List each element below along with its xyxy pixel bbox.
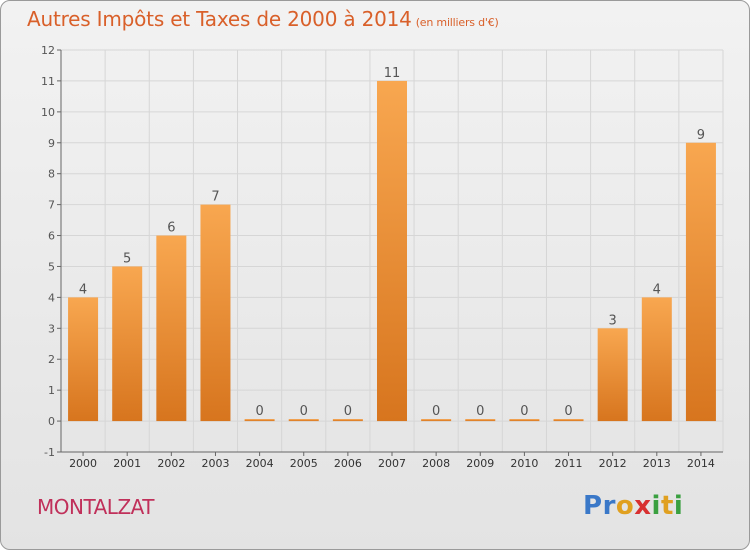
proxiti-logo: Proxiti bbox=[583, 491, 683, 521]
data-label: 5 bbox=[123, 251, 131, 266]
logo-letter: P bbox=[583, 491, 603, 521]
x-tick-label: 2004 bbox=[246, 457, 274, 470]
y-tick-label: -1 bbox=[44, 446, 55, 459]
data-label: 4 bbox=[653, 282, 661, 297]
data-label: 0 bbox=[520, 404, 528, 419]
x-tick-label: 2003 bbox=[201, 457, 229, 470]
x-tick-label: 2013 bbox=[643, 457, 671, 470]
y-tick-label: 6 bbox=[48, 230, 55, 243]
data-label: 6 bbox=[167, 221, 175, 236]
x-tick-label: 2008 bbox=[422, 457, 450, 470]
commune-name: MONTALZAT bbox=[37, 495, 155, 519]
y-tick-label: 12 bbox=[41, 44, 55, 57]
logo-letter: i bbox=[651, 491, 661, 521]
bar bbox=[553, 419, 584, 422]
y-tick-label: 3 bbox=[48, 322, 55, 335]
bar bbox=[244, 419, 275, 422]
data-label: 0 bbox=[432, 404, 440, 419]
y-tick-label: 7 bbox=[48, 199, 55, 212]
data-label: 0 bbox=[476, 404, 484, 419]
logo-letter: i bbox=[673, 491, 684, 521]
bar bbox=[200, 204, 231, 422]
data-label: 11 bbox=[384, 66, 401, 81]
bar bbox=[332, 419, 363, 422]
y-tick-label: 4 bbox=[48, 291, 55, 304]
y-tick-label: 8 bbox=[48, 168, 55, 181]
bar bbox=[288, 419, 319, 422]
x-tick-label: 2002 bbox=[157, 457, 185, 470]
bar bbox=[465, 419, 496, 422]
logo-letter: t bbox=[660, 491, 674, 521]
y-tick-label: 10 bbox=[41, 106, 55, 119]
chart-title: Autres Impôts et Taxes de 2000 à 2014 (en… bbox=[27, 7, 499, 31]
x-tick-label: 2012 bbox=[599, 457, 627, 470]
data-label: 0 bbox=[344, 404, 352, 419]
x-tick-label: 2009 bbox=[466, 457, 494, 470]
bar bbox=[685, 142, 716, 422]
y-tick-label: 2 bbox=[48, 353, 55, 366]
bar bbox=[68, 297, 99, 422]
data-label: 9 bbox=[697, 128, 705, 143]
x-tick-label: 2001 bbox=[113, 457, 141, 470]
x-tick-label: 2007 bbox=[378, 457, 406, 470]
x-tick-label: 2010 bbox=[510, 457, 538, 470]
x-tick-label: 2006 bbox=[334, 457, 362, 470]
y-tick-label: 11 bbox=[41, 75, 55, 88]
chart-title-text: Autres Impôts et Taxes de 2000 à 2014 bbox=[27, 7, 412, 31]
y-tick-label: 5 bbox=[48, 260, 55, 273]
data-label: 0 bbox=[255, 404, 263, 419]
x-tick-label: 2014 bbox=[687, 457, 715, 470]
bar bbox=[421, 419, 452, 422]
y-tick-label: 9 bbox=[48, 137, 55, 150]
data-label: 7 bbox=[211, 190, 219, 205]
x-tick-label: 2005 bbox=[290, 457, 318, 470]
chart-title-unit: (en milliers d'€) bbox=[415, 16, 499, 29]
bar bbox=[641, 297, 672, 422]
bar bbox=[156, 235, 187, 422]
bar bbox=[112, 266, 143, 422]
logo-letter: x bbox=[634, 491, 652, 521]
bar bbox=[597, 328, 628, 422]
data-label: 0 bbox=[564, 404, 572, 419]
bar bbox=[377, 80, 407, 422]
x-tick-label: 2000 bbox=[69, 457, 97, 470]
data-label: 3 bbox=[609, 313, 617, 328]
data-label: 4 bbox=[79, 282, 87, 297]
y-tick-label: 0 bbox=[48, 415, 55, 428]
y-tick-label: 1 bbox=[48, 384, 55, 397]
logo-letter: o bbox=[615, 491, 635, 521]
x-tick-label: 2011 bbox=[555, 457, 583, 470]
bar bbox=[509, 419, 540, 422]
logo-letter: r bbox=[602, 491, 616, 521]
data-label: 0 bbox=[300, 404, 308, 419]
